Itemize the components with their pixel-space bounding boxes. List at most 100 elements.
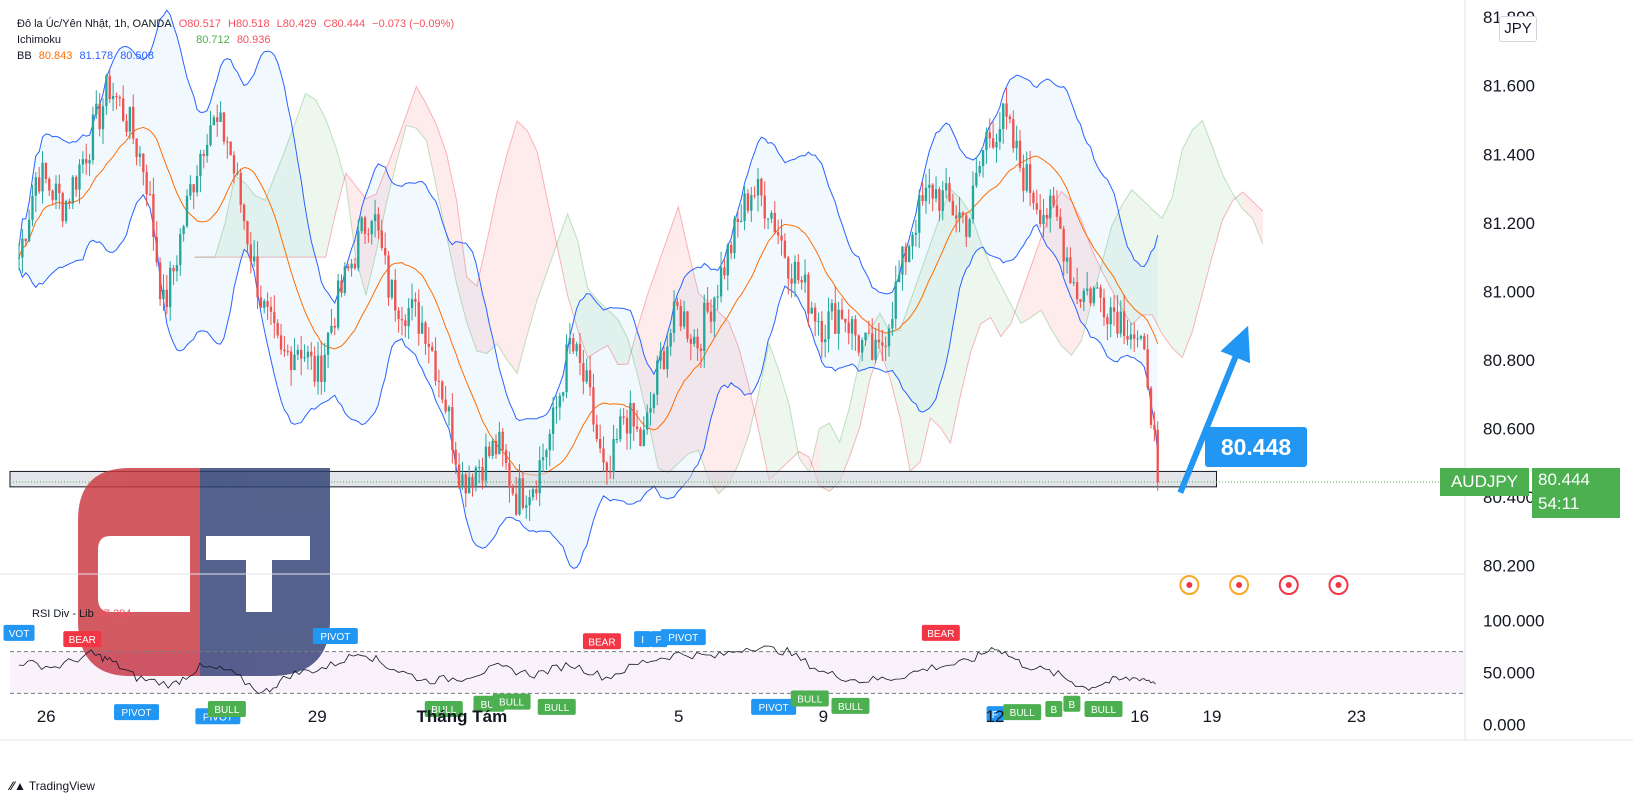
cloud-segment (1031, 237, 1042, 318)
event-marker-dot (1335, 582, 1342, 588)
event-marker-dot (1186, 582, 1193, 588)
candle-body (649, 408, 652, 413)
price-tick-label: 80.800 (1483, 351, 1535, 370)
candle-body (263, 301, 266, 308)
signal-badge (831, 697, 870, 714)
candle-body (897, 274, 901, 282)
candle-body (175, 265, 179, 272)
rsi-signal-pivot: PIVOT (751, 698, 797, 715)
candle-body (105, 75, 108, 107)
cloud-segment (355, 185, 366, 296)
candle-body (867, 332, 871, 334)
candle-body (837, 309, 840, 334)
candle-body (447, 406, 451, 412)
candle-body (656, 360, 659, 395)
candle-body (518, 478, 521, 515)
candle-body (347, 266, 350, 269)
candle-body (494, 440, 498, 455)
rsi-signal-bear: BEAR (582, 633, 621, 650)
candle-body (931, 184, 934, 199)
cloud-segment (587, 288, 598, 358)
candle-body (88, 160, 91, 164)
price-callout: 80.448 (1205, 427, 1307, 467)
candle-body (706, 302, 709, 312)
cloud-segment (396, 115, 407, 164)
candle-body (669, 332, 672, 347)
candle-body (904, 246, 907, 263)
candle-body (877, 339, 881, 343)
tradingview-logo-text: TradingView (28, 779, 95, 793)
candle-body (209, 125, 212, 145)
legend-ichimoku-label[interactable]: Ichimoku (17, 34, 62, 46)
signal-label: B (1069, 700, 1076, 711)
candle-body (101, 106, 105, 130)
candle-body (431, 346, 434, 351)
candle-body (41, 162, 44, 192)
signal-label: BULL (838, 702, 863, 713)
candle-body (91, 114, 95, 161)
legend-symbol[interactable]: Đô la Úc/Yên Nhật, 1h, OANDA (17, 18, 172, 30)
rsi-signal-b: B (1063, 695, 1081, 712)
candle-body (545, 450, 548, 458)
signal-label: BEAR (69, 635, 96, 646)
cloud-segment (517, 120, 528, 374)
candle-body (417, 301, 420, 334)
candle-body (461, 474, 464, 488)
candle-body (216, 117, 219, 122)
candle-body (1146, 349, 1149, 388)
candle-body (1129, 334, 1133, 340)
cloud-segment (758, 343, 770, 480)
candle-body (995, 141, 998, 148)
candle-body (474, 467, 478, 486)
rsi-signal-b: B (1045, 700, 1063, 717)
cloud-segment (1111, 205, 1122, 309)
candle-body (938, 189, 941, 211)
candle-body (1099, 287, 1102, 298)
candle-body (857, 335, 860, 353)
candle-body (31, 195, 34, 220)
candle-body (971, 185, 975, 220)
candle-body (639, 428, 642, 447)
candle-body (1052, 195, 1055, 206)
candle-body (48, 178, 51, 191)
rsi-signal-i: I (634, 631, 652, 648)
cloud-segment (456, 200, 467, 323)
candle-body (790, 278, 793, 284)
signal-badge (3, 624, 35, 641)
signal-label: P (992, 710, 999, 721)
cloud-segment (910, 272, 921, 472)
candle-body (740, 220, 743, 223)
candle-body (125, 120, 128, 132)
rsi-title[interactable]: RSI Div - Lib 47.284 (32, 608, 131, 620)
candle-body (158, 262, 162, 300)
candle-body (394, 280, 397, 311)
candle-body (404, 320, 407, 327)
cloud-segment (980, 241, 991, 324)
currency-badge[interactable]: JPY (1499, 16, 1537, 42)
tradingview-logo[interactable]: ⁄⁄▲ TradingView (10, 779, 95, 793)
candle-body (165, 289, 169, 308)
candle-body (1109, 307, 1112, 325)
candle-body (770, 212, 773, 219)
candle-body (951, 200, 955, 216)
candle-body (944, 183, 948, 191)
signal-label: I (641, 635, 644, 646)
candle-body (575, 344, 578, 352)
signal-badge (492, 693, 531, 710)
legend-bb-label[interactable]: BB (17, 50, 32, 62)
cloud-segment (466, 277, 477, 352)
candle-body (598, 438, 602, 449)
candle-body (672, 301, 676, 333)
candle-body (968, 219, 971, 237)
candle-body (578, 344, 582, 364)
cloud-segment (607, 309, 618, 365)
candle-body (592, 387, 595, 425)
candle-body (118, 96, 121, 99)
rsi-tick-label: 0.000 (1483, 716, 1526, 735)
cloud-segment (769, 343, 780, 480)
candle-body (874, 339, 877, 360)
time-tick-label: 29 (308, 707, 327, 726)
candle-body (424, 322, 427, 344)
